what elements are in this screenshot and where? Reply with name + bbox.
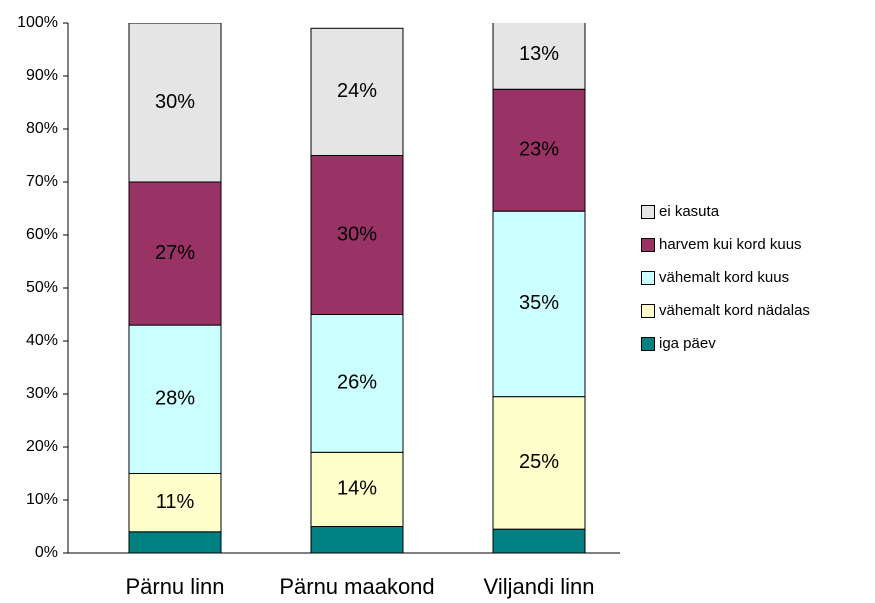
bar-segment: [310, 155, 404, 315]
data-label: 30%: [155, 91, 195, 113]
legend-label: vähemalt kord nädalas: [659, 302, 810, 319]
legend-item: vähemalt kord kuus: [641, 268, 869, 288]
x-tick-label: Pärnu linn: [125, 574, 224, 599]
legend-swatch: [641, 205, 655, 219]
bar-segment: [492, 23, 586, 90]
bar-segment: [492, 396, 586, 530]
bar-segment: [310, 451, 404, 527]
bar-segment: [310, 27, 404, 156]
x-tick-label: Viljandi linn: [484, 574, 595, 599]
y-tick-label: 100%: [17, 14, 58, 31]
data-label: 24%: [337, 80, 377, 102]
data-label: 28%: [155, 388, 195, 410]
bar-segment: [128, 23, 222, 183]
bar-segment: [310, 526, 404, 553]
legend-swatch: [641, 271, 655, 285]
data-label: 30%: [337, 223, 377, 245]
legend: ei kasuta harvem kui kord kuus vähemalt ko…: [641, 202, 869, 367]
data-label: 26%: [337, 372, 377, 394]
legend-label: harvem kui kord kuus: [659, 236, 802, 253]
legend-swatch: [641, 304, 655, 318]
legend-label: iga päev: [659, 335, 716, 352]
y-tick-label: 0%: [35, 544, 58, 561]
y-tick-label: 80%: [26, 120, 58, 137]
x-tick-label: Pärnu maakond: [279, 574, 434, 599]
data-label: 23%: [519, 138, 559, 160]
y-tick-label: 50%: [26, 279, 58, 296]
legend-label: vähemalt kord kuus: [659, 269, 790, 286]
y-tick-label: 60%: [26, 226, 58, 243]
bar-segment: [310, 314, 404, 453]
legend-item: ei kasuta: [641, 202, 869, 222]
data-label: 13%: [519, 43, 559, 65]
y-tick-label: 10%: [26, 491, 58, 508]
legend-label: ei kasuta: [659, 203, 720, 220]
y-tick-label: 70%: [26, 173, 58, 190]
data-label: 35%: [519, 292, 559, 314]
y-tick-label: 20%: [26, 438, 58, 455]
data-label: 25%: [519, 451, 559, 473]
y-tick-label: 40%: [26, 332, 58, 349]
bar-segment: [492, 210, 586, 398]
legend-item: vähemalt kord nädalas: [641, 301, 869, 321]
legend-item: harvem kui kord kuus: [641, 235, 869, 255]
bar-segment: [492, 528, 586, 553]
data-label: 14%: [337, 478, 377, 500]
bar-segment: [128, 473, 222, 533]
legend-swatch: [641, 337, 655, 351]
bar-segment: [128, 531, 222, 553]
data-label: 11%: [156, 491, 195, 513]
y-tick-label: 30%: [26, 385, 58, 402]
data-label: 27%: [155, 242, 195, 264]
bar-segment: [128, 181, 222, 326]
y-tick-label: 90%: [26, 67, 58, 84]
legend-swatch: [641, 238, 655, 252]
legend-item: iga päev: [641, 334, 869, 354]
bar-segment: [492, 88, 586, 212]
